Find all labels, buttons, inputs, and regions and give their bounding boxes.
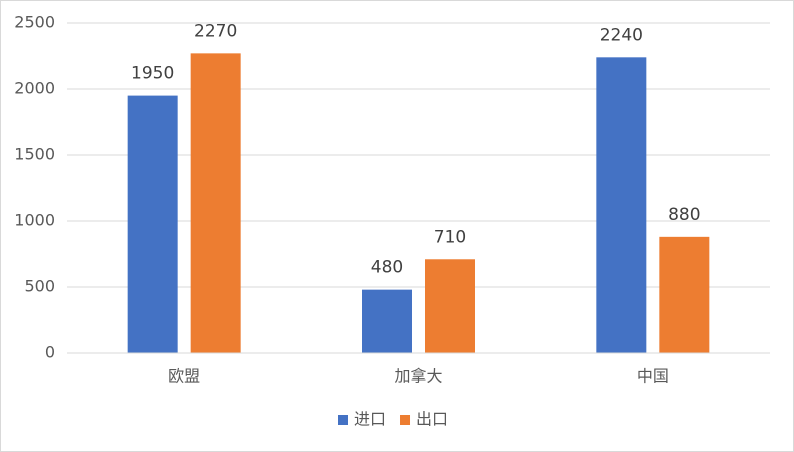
x-tick-label: 中国	[637, 367, 669, 386]
bar	[362, 289, 412, 353]
bar	[425, 259, 475, 353]
bar	[127, 95, 178, 353]
x-tick-label: 加拿大	[394, 367, 442, 386]
value-label: 2240	[600, 25, 643, 45]
y-tick-label: 2000	[14, 79, 55, 98]
value-label: 880	[668, 205, 700, 225]
legend-swatch	[400, 415, 411, 425]
y-tick-label: 500	[24, 277, 55, 296]
y-tick-label: 0	[45, 343, 55, 362]
bar	[190, 53, 241, 354]
legend-swatch	[338, 415, 348, 425]
value-label: 2270	[194, 21, 237, 41]
x-tick-label: 欧盟	[168, 367, 200, 386]
y-tick-label: 1500	[14, 145, 55, 164]
bar	[659, 236, 710, 353]
bar	[596, 57, 647, 353]
legend-label: 出口	[416, 410, 448, 429]
y-tick-label: 1000	[14, 211, 55, 230]
value-label: 1950	[131, 64, 174, 84]
value-label: 480	[371, 258, 403, 278]
y-tick-label: 2500	[14, 13, 55, 32]
value-label: 710	[434, 227, 466, 247]
legend-label: 进口	[354, 410, 386, 429]
